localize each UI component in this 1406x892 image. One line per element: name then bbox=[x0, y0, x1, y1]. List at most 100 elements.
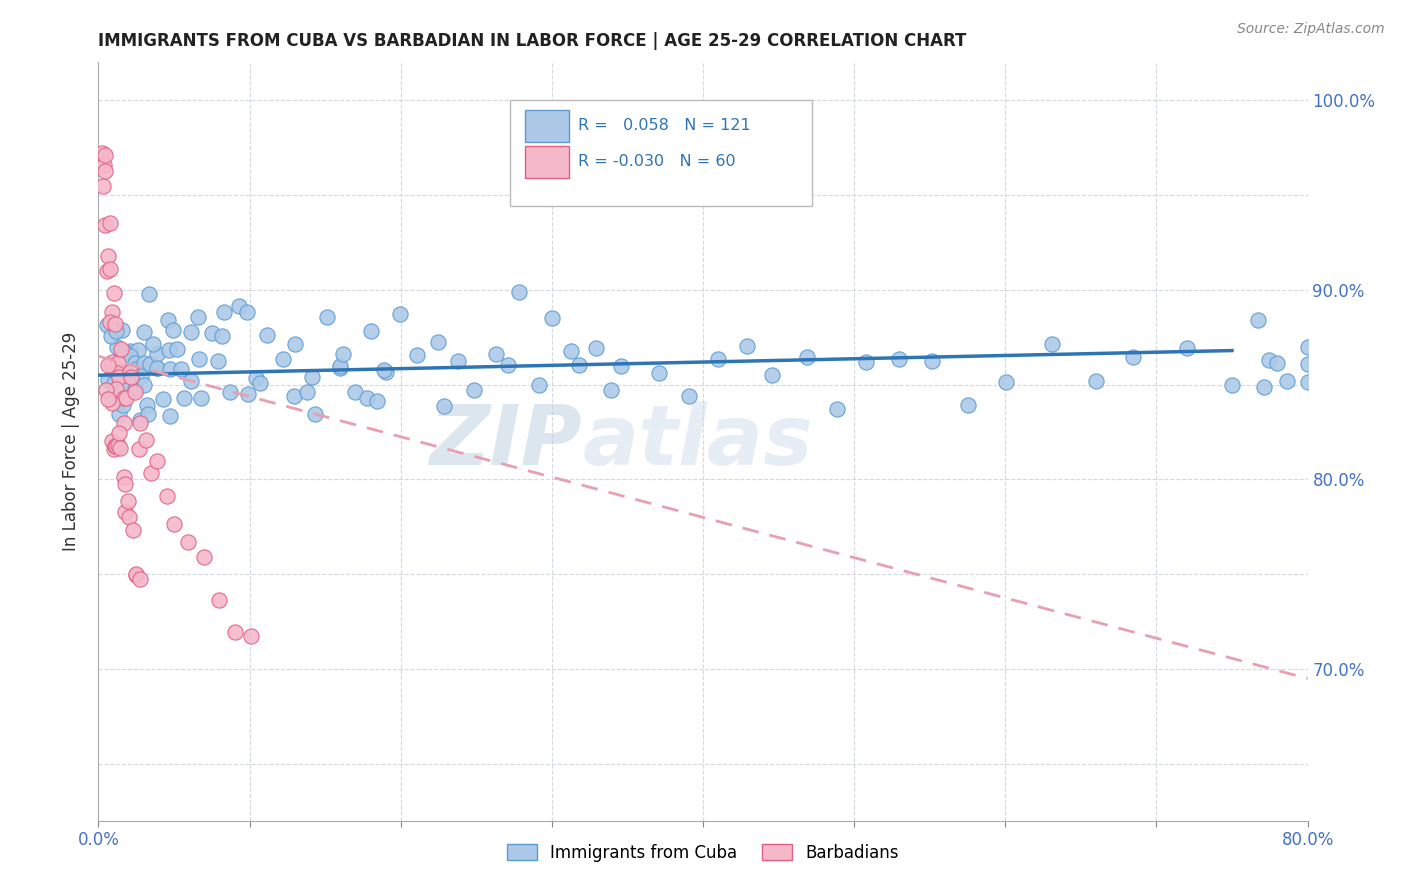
Text: ZIP: ZIP bbox=[429, 401, 582, 482]
Point bbox=[585, 341, 607, 355]
Text: Source: ZipAtlas.com: Source: ZipAtlas.com bbox=[1237, 22, 1385, 37]
Point bbox=[103, 286, 125, 301]
Point bbox=[283, 389, 305, 403]
Point bbox=[166, 343, 188, 357]
Point bbox=[162, 323, 184, 337]
Legend: Immigrants from Cuba, Barbadians: Immigrants from Cuba, Barbadians bbox=[506, 844, 900, 862]
Point bbox=[1258, 352, 1281, 367]
Text: IMMIGRANTS FROM CUBA VS BARBADIAN IN LABOR FORCE | AGE 25-29 CORRELATION CHART: IMMIGRANTS FROM CUBA VS BARBADIAN IN LAB… bbox=[98, 32, 967, 50]
Point bbox=[329, 359, 352, 373]
Point bbox=[249, 376, 271, 390]
Point bbox=[995, 376, 1018, 390]
Point bbox=[97, 392, 120, 407]
Point bbox=[103, 442, 125, 457]
Point bbox=[366, 393, 388, 408]
Point bbox=[484, 347, 506, 361]
Point bbox=[110, 342, 132, 356]
Point bbox=[610, 359, 633, 373]
Point bbox=[827, 402, 849, 417]
Point bbox=[388, 307, 411, 321]
Point bbox=[101, 389, 124, 403]
Point bbox=[112, 382, 135, 396]
Point bbox=[180, 374, 202, 388]
Point bbox=[132, 378, 155, 392]
Point bbox=[124, 356, 146, 370]
Point bbox=[295, 384, 318, 399]
Point bbox=[128, 416, 150, 430]
Point bbox=[110, 363, 132, 377]
Point bbox=[156, 488, 179, 502]
Point bbox=[97, 372, 120, 386]
Point bbox=[135, 433, 157, 447]
Point bbox=[1220, 378, 1243, 392]
Point bbox=[433, 399, 456, 413]
Point bbox=[356, 391, 378, 405]
Point bbox=[228, 299, 250, 313]
Point bbox=[110, 368, 132, 383]
Point bbox=[157, 343, 180, 357]
Point bbox=[96, 264, 118, 278]
Point bbox=[188, 352, 211, 367]
Point bbox=[1296, 375, 1319, 389]
Text: R = -0.030   N = 60: R = -0.030 N = 60 bbox=[578, 153, 737, 169]
Point bbox=[135, 398, 157, 412]
Point bbox=[112, 376, 135, 391]
Point bbox=[273, 351, 295, 366]
Point bbox=[426, 335, 449, 350]
Point bbox=[187, 310, 209, 325]
Point bbox=[329, 361, 352, 376]
Point bbox=[159, 409, 181, 423]
Point bbox=[193, 549, 215, 564]
Point bbox=[105, 382, 128, 396]
Point bbox=[761, 368, 783, 382]
Point bbox=[141, 467, 163, 481]
Point bbox=[100, 262, 122, 277]
Point bbox=[124, 384, 146, 399]
Point bbox=[112, 391, 135, 405]
Point bbox=[142, 337, 165, 351]
Point bbox=[108, 441, 131, 455]
Point bbox=[855, 354, 877, 368]
Point bbox=[360, 324, 382, 338]
Point bbox=[114, 476, 136, 491]
Point bbox=[463, 383, 485, 397]
Point bbox=[406, 348, 429, 362]
Point bbox=[707, 351, 730, 366]
Point bbox=[796, 350, 818, 364]
Point bbox=[111, 398, 134, 412]
Point bbox=[93, 158, 115, 172]
Point bbox=[108, 370, 131, 384]
Point bbox=[301, 370, 323, 384]
Point bbox=[496, 359, 519, 373]
Point bbox=[159, 362, 181, 376]
Point bbox=[508, 285, 530, 300]
Point bbox=[957, 398, 980, 412]
Point bbox=[118, 510, 141, 524]
Point bbox=[446, 354, 468, 368]
Point bbox=[127, 343, 149, 357]
Point bbox=[100, 329, 122, 343]
Point bbox=[111, 323, 134, 337]
Point bbox=[132, 357, 155, 371]
Point bbox=[236, 305, 259, 319]
Point bbox=[375, 365, 398, 379]
Point bbox=[145, 347, 167, 361]
Point bbox=[1247, 313, 1270, 327]
Point bbox=[128, 442, 150, 456]
Point bbox=[145, 361, 167, 376]
Point bbox=[735, 339, 758, 353]
Point bbox=[128, 572, 150, 586]
Point bbox=[163, 516, 186, 531]
Point bbox=[1296, 340, 1319, 354]
Point bbox=[104, 318, 127, 332]
Point bbox=[105, 324, 128, 338]
Point bbox=[94, 219, 117, 233]
Text: R =   0.058   N = 121: R = 0.058 N = 121 bbox=[578, 118, 751, 133]
Point bbox=[94, 164, 117, 178]
Point bbox=[239, 629, 262, 643]
Y-axis label: In Labor Force | Age 25-29: In Labor Force | Age 25-29 bbox=[62, 332, 80, 551]
Point bbox=[648, 366, 671, 380]
Point bbox=[146, 454, 169, 468]
Point bbox=[211, 329, 233, 343]
Point bbox=[256, 328, 278, 343]
